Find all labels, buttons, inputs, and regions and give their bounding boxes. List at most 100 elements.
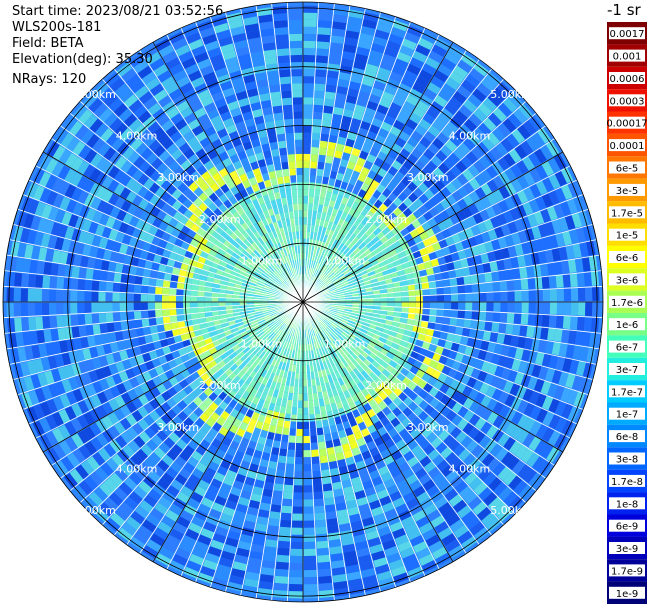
ray-bin xyxy=(224,56,239,67)
ray-bin xyxy=(233,228,242,238)
ray-bin xyxy=(331,113,342,123)
ray-bin xyxy=(526,265,535,278)
ray-bin xyxy=(255,313,263,318)
ray-bin xyxy=(504,234,515,247)
ray-bin xyxy=(208,212,218,222)
ray-bin xyxy=(255,390,263,399)
ray-bin xyxy=(249,264,258,272)
ray-bin xyxy=(152,465,166,478)
ray-bin xyxy=(241,230,250,240)
ray-bin xyxy=(190,296,198,302)
ray-bin xyxy=(251,262,259,269)
ray-bin xyxy=(161,425,174,437)
ray-bin xyxy=(239,534,254,544)
ray-bin xyxy=(287,269,292,277)
ray-bin xyxy=(269,289,277,294)
ray-bin xyxy=(255,329,263,336)
ray-bin xyxy=(406,153,418,165)
ray-bin xyxy=(91,302,99,314)
ray-bin xyxy=(585,286,593,301)
ray-bin xyxy=(120,160,133,174)
ray-bin xyxy=(287,277,293,285)
ray-bin xyxy=(229,274,237,281)
ray-bin xyxy=(327,221,334,230)
ray-bin xyxy=(436,309,444,317)
ray-bin xyxy=(239,189,249,199)
ray-bin xyxy=(73,485,88,501)
ray-bin xyxy=(307,267,311,275)
ray-bin xyxy=(472,501,488,516)
ray-bin xyxy=(348,81,361,91)
ray-bin xyxy=(362,479,374,490)
ray-bin xyxy=(265,63,278,72)
ray-bin xyxy=(160,179,172,191)
ray-bin xyxy=(242,163,252,173)
ray-bin xyxy=(441,83,456,96)
ray-bin xyxy=(369,446,380,457)
ray-bin xyxy=(144,334,153,344)
ray-bin xyxy=(260,344,268,352)
ray-bin xyxy=(296,428,303,437)
ray-bin xyxy=(314,189,321,198)
ray-bin xyxy=(253,115,265,125)
ray-bin xyxy=(331,21,347,30)
ray-bin xyxy=(101,161,114,176)
ray-bin xyxy=(288,591,303,599)
ray-bin xyxy=(425,267,435,276)
ray-bin xyxy=(116,253,126,264)
ray-bin xyxy=(226,248,235,256)
ray-bin xyxy=(266,330,274,337)
ray-bin xyxy=(201,497,214,509)
ray-bin xyxy=(271,314,279,320)
ray-bin xyxy=(303,464,312,472)
ray-bin xyxy=(144,426,157,439)
ray-bin xyxy=(187,365,197,375)
ray-bin xyxy=(498,391,510,404)
ray-bin xyxy=(243,260,252,268)
ray-bin xyxy=(437,372,448,383)
ray-bin xyxy=(220,183,230,194)
ray-bin xyxy=(237,273,245,280)
ray-bin xyxy=(77,279,86,291)
ray-bin xyxy=(493,481,508,496)
ray-bin xyxy=(227,259,236,267)
ray-bin xyxy=(360,350,369,359)
ray-bin xyxy=(322,419,330,428)
ray-bin xyxy=(146,539,162,553)
ray-bin xyxy=(480,77,496,92)
ray-bin xyxy=(336,336,343,344)
ray-bin xyxy=(275,476,285,485)
ray-bin xyxy=(70,187,83,202)
ray-bin xyxy=(551,247,561,262)
ray-bin xyxy=(314,269,319,277)
ray-bin xyxy=(27,199,39,215)
ray-bin xyxy=(303,534,316,542)
ray-bin xyxy=(274,119,284,128)
ray-bin xyxy=(249,463,260,473)
ray-bin xyxy=(340,383,348,393)
ray-bin xyxy=(262,209,270,219)
ray-bin xyxy=(169,281,178,289)
ray-bin xyxy=(415,44,431,57)
ray-bin xyxy=(303,379,308,387)
ray-bin xyxy=(261,291,269,295)
ray-bin xyxy=(260,99,272,109)
ray-bin xyxy=(85,208,97,222)
ray-bin xyxy=(330,307,338,311)
ray-bin xyxy=(411,444,423,456)
ray-bin xyxy=(218,557,234,568)
ray-bin xyxy=(88,221,99,235)
ray-bin xyxy=(233,192,243,202)
ray-bin xyxy=(366,305,374,310)
ray-bin xyxy=(325,344,332,353)
ray-bin xyxy=(394,534,410,546)
ray-bin xyxy=(507,346,517,358)
ray-bin xyxy=(135,505,150,519)
ray-bin xyxy=(328,417,336,427)
ray-bin xyxy=(331,364,339,373)
ray-bin xyxy=(380,306,388,311)
ray-bin xyxy=(145,214,156,226)
ray-bin xyxy=(569,359,580,375)
ray-bin xyxy=(232,201,242,211)
ray-bin xyxy=(259,574,275,583)
